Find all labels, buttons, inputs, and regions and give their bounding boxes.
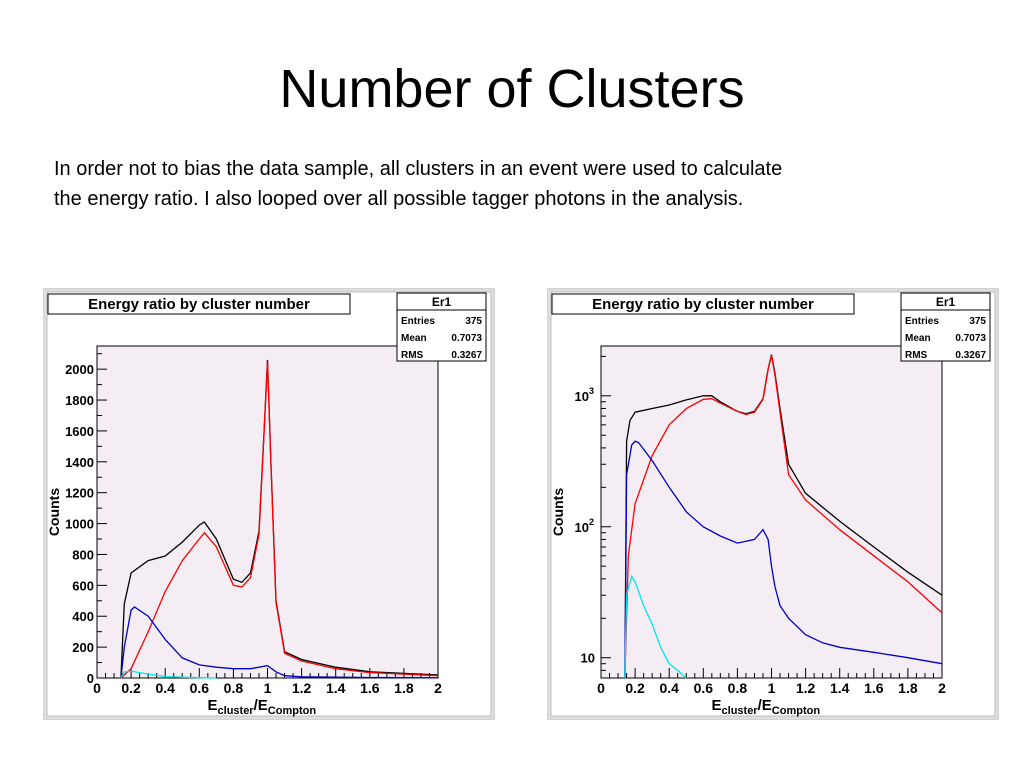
x-tick-label: 0.8 xyxy=(224,680,244,696)
chart-title: Energy ratio by cluster number xyxy=(592,296,814,313)
y-tick-label: 1600 xyxy=(65,424,94,439)
x-tick-label: 0.4 xyxy=(659,680,679,696)
stats-box xyxy=(900,292,991,362)
histogram-linear-scale: Energy ratio by cluster number Er1 Entries… xyxy=(42,287,496,721)
slide-body-text: In order not to bias the data sample, al… xyxy=(54,154,1004,214)
x-tick-label: 1.4 xyxy=(830,680,850,696)
series-line-1 xyxy=(120,359,439,679)
histogram-linear-canvas: Energy ratio by cluster number Er1 Entries… xyxy=(42,287,496,721)
plot-area xyxy=(96,345,439,679)
y-tick-exponent: 2 xyxy=(589,517,594,527)
series-line-4 xyxy=(624,574,687,679)
plot-area xyxy=(600,345,943,679)
x-tick-label: 0 xyxy=(93,680,101,696)
stats-name: Er1 xyxy=(432,295,452,309)
y-tick-label: 10 xyxy=(575,520,589,535)
stats-value: 0.3267 xyxy=(955,350,986,361)
x-tick-label: 2 xyxy=(938,680,946,696)
stats-label: Entries xyxy=(905,316,939,327)
chart-title: Energy ratio by cluster number xyxy=(88,296,310,313)
y-tick-label: 1400 xyxy=(65,455,94,470)
stats-box xyxy=(396,292,487,362)
x-label-sub-cluster: cluster xyxy=(218,705,255,717)
x-label-slash: /E xyxy=(758,697,772,714)
series-line-3 xyxy=(624,440,943,679)
x-label-sub-compton: Compton xyxy=(772,705,821,717)
y-tick-label: 0 xyxy=(87,671,94,686)
stats-label: Entries xyxy=(401,316,435,327)
chart-title-box xyxy=(551,293,855,315)
stats-value: 375 xyxy=(969,316,986,327)
series-line-1 xyxy=(624,354,943,679)
x-label-main: E xyxy=(208,697,218,714)
chart-title-box xyxy=(47,293,351,315)
y-tick-label: 400 xyxy=(72,609,94,624)
x-tick-label: 0.8 xyxy=(728,680,748,696)
x-tick-label: 1.6 xyxy=(360,680,380,696)
x-axis-label: Ecluster/ECompton xyxy=(208,697,317,717)
series-line-4 xyxy=(120,670,217,679)
x-tick-label: 1.2 xyxy=(796,680,816,696)
x-tick-label: 1.4 xyxy=(326,680,346,696)
x-label-slash: /E xyxy=(254,697,268,714)
y-axis-label: Counts xyxy=(46,488,62,536)
stats-value: 375 xyxy=(465,316,482,327)
x-tick-label: 1.8 xyxy=(394,680,414,696)
x-tick-label: 0 xyxy=(597,680,605,696)
x-tick-label: 1.2 xyxy=(292,680,312,696)
y-tick-label: 10 xyxy=(581,651,595,666)
x-label-main: E xyxy=(712,697,722,714)
x-tick-label: 1.8 xyxy=(898,680,918,696)
histogram-log-scale: Energy ratio by cluster number Er1 Entries… xyxy=(546,287,1000,721)
x-label-sub-cluster: cluster xyxy=(722,705,759,717)
y-tick-label: 600 xyxy=(72,578,94,593)
body-line-2: the energy ratio. I also looped over all… xyxy=(54,188,744,210)
x-axis-label: Ecluster/ECompton xyxy=(712,697,821,717)
x-tick-label: 1.6 xyxy=(864,680,884,696)
stats-label: RMS xyxy=(905,350,928,361)
x-tick-label: 0.6 xyxy=(694,680,714,696)
series-line-2 xyxy=(120,361,439,679)
x-tick-label: 2 xyxy=(434,680,442,696)
stats-label: Mean xyxy=(905,333,931,344)
y-tick-label: 200 xyxy=(72,640,94,655)
histogram-log-canvas: Energy ratio by cluster number Er1 Entries… xyxy=(546,287,1000,721)
stats-value: 0.7073 xyxy=(451,333,482,344)
x-tick-label: 0.2 xyxy=(625,680,645,696)
x-tick-label: 1 xyxy=(768,680,776,696)
series-line-3 xyxy=(120,606,439,679)
y-tick-label: 1800 xyxy=(65,393,94,408)
series-line-2 xyxy=(624,355,943,679)
y-tick-label: 10 xyxy=(575,389,589,404)
stats-name: Er1 xyxy=(936,295,956,309)
slide-title: Number of Clusters xyxy=(279,59,745,119)
y-axis-label: Counts xyxy=(550,488,566,536)
x-tick-label: 0.4 xyxy=(155,680,175,696)
x-tick-label: 1 xyxy=(264,680,272,696)
stats-value: 0.7073 xyxy=(955,333,986,344)
stats-value: 0.3267 xyxy=(451,350,482,361)
y-tick-label: 800 xyxy=(72,547,94,562)
x-tick-label: 0.6 xyxy=(190,680,210,696)
y-tick-exponent: 3 xyxy=(589,386,594,396)
body-line-1: In order not to bias the data sample, al… xyxy=(54,158,783,180)
y-tick-label: 1200 xyxy=(65,486,94,501)
y-tick-label: 2000 xyxy=(65,362,94,377)
stats-label: RMS xyxy=(401,350,424,361)
x-tick-label: 0.2 xyxy=(121,680,141,696)
stats-label: Mean xyxy=(401,333,427,344)
x-label-sub-compton: Compton xyxy=(268,705,317,717)
y-tick-label: 1000 xyxy=(65,517,94,532)
